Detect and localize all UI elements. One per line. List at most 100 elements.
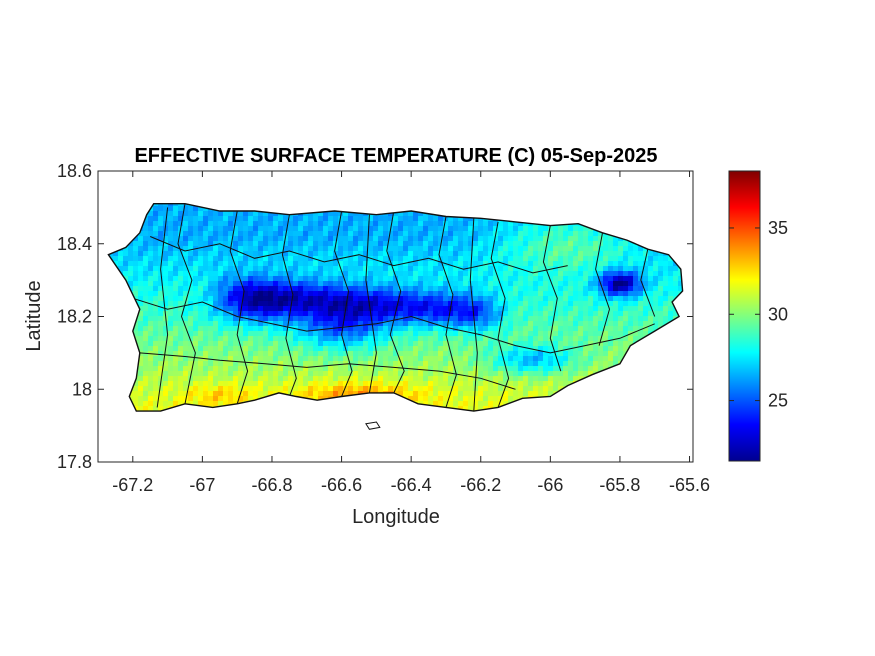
heatmap-cell <box>248 306 254 312</box>
heatmap-cell <box>178 346 184 352</box>
heatmap-cell <box>478 226 484 232</box>
heatmap-cell <box>633 256 639 262</box>
heatmap-cell <box>248 301 254 307</box>
heatmap-cell <box>303 306 309 312</box>
heatmap-cell <box>198 216 204 222</box>
heatmap-cell <box>208 331 214 337</box>
heatmap-cell <box>543 391 549 397</box>
heatmap-cell <box>408 331 414 337</box>
heatmap-cell <box>538 291 544 297</box>
heatmap-cell <box>328 321 334 327</box>
heatmap-cell <box>183 281 189 287</box>
heatmap-cell <box>398 286 404 292</box>
heatmap-cell <box>158 311 164 317</box>
heatmap-cell <box>513 246 519 252</box>
heatmap-cell <box>373 251 379 257</box>
heatmap-cell <box>238 246 244 252</box>
heatmap-cell <box>558 381 564 387</box>
heatmap-cell <box>403 346 409 352</box>
heatmap-cell <box>208 381 214 387</box>
heatmap-cell <box>473 361 479 367</box>
heatmap-cell <box>368 316 374 322</box>
heatmap-cell <box>198 291 204 297</box>
heatmap-cell <box>608 356 614 362</box>
heatmap-cell <box>533 381 539 387</box>
heatmap-cell <box>373 276 379 282</box>
heatmap-cell <box>583 246 589 252</box>
heatmap-cell <box>513 241 519 247</box>
heatmap-cell <box>498 366 504 372</box>
heatmap-cell <box>608 311 614 317</box>
heatmap-cell <box>623 276 629 282</box>
heatmap-cell <box>138 316 144 322</box>
heatmap-cell <box>548 306 554 312</box>
heatmap-cell <box>478 231 484 237</box>
heatmap-cell <box>243 241 249 247</box>
heatmap-cell <box>183 211 189 217</box>
heatmap-cell <box>173 286 179 292</box>
heatmap-cell <box>298 386 304 392</box>
heatmap-cell <box>638 256 644 262</box>
heatmap-cell <box>338 326 344 332</box>
heatmap-cell <box>283 301 289 307</box>
heatmap-cell <box>203 306 209 312</box>
heatmap-cell <box>188 211 194 217</box>
heatmap-cell <box>633 331 639 337</box>
heatmap-cell <box>383 371 389 377</box>
heatmap-cell <box>488 346 494 352</box>
heatmap-cell <box>628 246 634 252</box>
heatmap-cell <box>418 271 424 277</box>
heatmap-cell <box>513 301 519 307</box>
heatmap-cell <box>153 261 159 267</box>
heatmap-cell <box>293 336 299 342</box>
heatmap-cell <box>538 301 544 307</box>
heatmap-cell <box>603 301 609 307</box>
heatmap-cell <box>188 306 194 312</box>
heatmap-cell <box>293 231 299 237</box>
heatmap-cell <box>203 251 209 257</box>
heatmap-cell <box>178 271 184 277</box>
heatmap-cell <box>268 281 274 287</box>
heatmap-cell <box>323 321 329 327</box>
heatmap-cell <box>373 331 379 337</box>
heatmap-cell <box>403 331 409 337</box>
heatmap-cell <box>378 216 384 222</box>
heatmap-cell <box>168 376 174 382</box>
heatmap-cell <box>503 236 509 242</box>
heatmap-cell <box>498 226 504 232</box>
heatmap-cell <box>568 261 574 267</box>
heatmap-cell <box>263 376 269 382</box>
heatmap-cell <box>403 371 409 377</box>
heatmap-cell <box>473 301 479 307</box>
heatmap-cell <box>373 301 379 307</box>
heatmap-cell <box>448 236 454 242</box>
heatmap-cell <box>223 301 229 307</box>
heatmap-cell <box>353 341 359 347</box>
heatmap-cell <box>178 401 184 407</box>
heatmap-cell <box>148 326 154 332</box>
heatmap-cell <box>603 266 609 272</box>
heatmap-cell <box>228 391 234 397</box>
heatmap-cell <box>543 336 549 342</box>
heatmap-cell <box>198 326 204 332</box>
heatmap-cell <box>208 276 214 282</box>
heatmap-cell <box>448 401 454 407</box>
heatmap-cell <box>323 336 329 342</box>
heatmap-cell <box>413 381 419 387</box>
heatmap-cell <box>608 321 614 327</box>
heatmap-cell <box>153 301 159 307</box>
heatmap-cell <box>513 236 519 242</box>
heatmap-cell <box>278 231 284 237</box>
heatmap-cell <box>138 286 144 292</box>
heatmap-cell <box>508 311 514 317</box>
heatmap-cell <box>463 341 469 347</box>
heatmap-cell <box>318 341 324 347</box>
heatmap-cell <box>248 271 254 277</box>
heatmap-cell <box>283 331 289 337</box>
heatmap-cell <box>538 391 544 397</box>
heatmap-cell <box>243 356 249 362</box>
heatmap-cell <box>398 331 404 337</box>
heatmap-cell <box>468 301 474 307</box>
heatmap-cell <box>318 316 324 322</box>
heatmap-cell <box>428 341 434 347</box>
